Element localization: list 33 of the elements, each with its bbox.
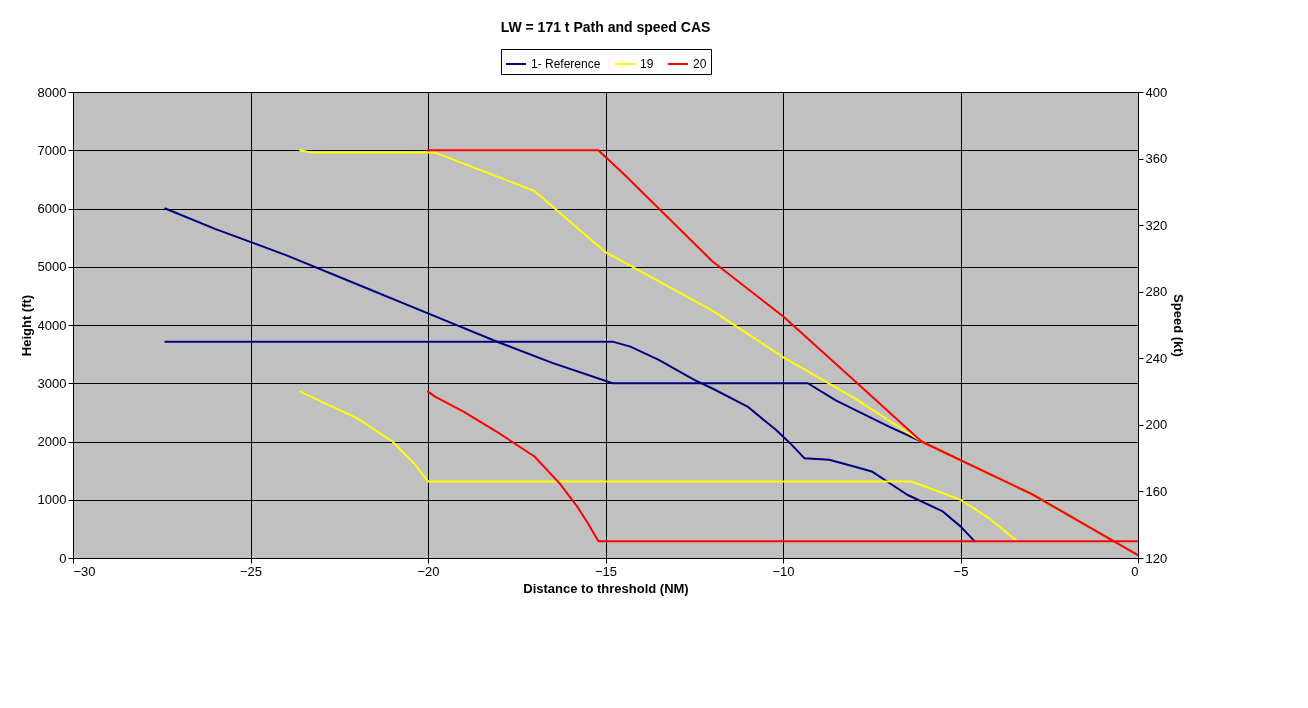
x-tick-label: −30: [73, 563, 96, 579]
y-axis-title: Height (ft): [18, 294, 34, 357]
line-series: [299, 390, 1019, 543]
x-tick-label: −5: [953, 563, 969, 579]
y-tick-label: 8000: [37, 84, 67, 100]
x-axis-title: Distance to threshold (NM): [523, 580, 689, 596]
y-tick-label: 0: [59, 550, 67, 566]
x-tick-label: −15: [594, 563, 618, 579]
y-tick-label: 7000: [37, 142, 67, 158]
y-tick-label: 2000: [37, 434, 67, 449]
legend-label: 1- Reference: [531, 57, 601, 71]
legend-label: 20: [693, 57, 707, 71]
y2-axis-title: Speed (kt): [1171, 294, 1187, 357]
y2-tick-label: 200: [1145, 417, 1168, 433]
x-tick-label: −25: [239, 563, 263, 579]
chart-title: LW = 171 t Path and speed CAS: [500, 18, 711, 35]
y-tick-label: 5000: [37, 259, 67, 275]
y2-tick-label: 240: [1145, 350, 1168, 366]
x-tick-label: 0: [1131, 563, 1139, 579]
x-tick-label: −20: [417, 563, 440, 579]
x-tick-label: −10: [772, 563, 795, 579]
y-tick-label: 1000: [37, 492, 67, 508]
y2-tick-label: 120: [1145, 550, 1168, 566]
y2-tick-label: 320: [1145, 217, 1168, 233]
y2-tick-label: 160: [1145, 483, 1168, 499]
y-tick-label: 4000: [37, 317, 67, 333]
y2-tick-label: 360: [1145, 151, 1168, 167]
y2-tick-label: 280: [1145, 284, 1168, 300]
legend-label: 19: [640, 57, 654, 71]
line-series: [427, 149, 1138, 557]
y-tick-label: 3000: [37, 375, 67, 391]
y-tick-label: 6000: [37, 201, 67, 216]
y2-tick-label: 400: [1145, 84, 1168, 100]
